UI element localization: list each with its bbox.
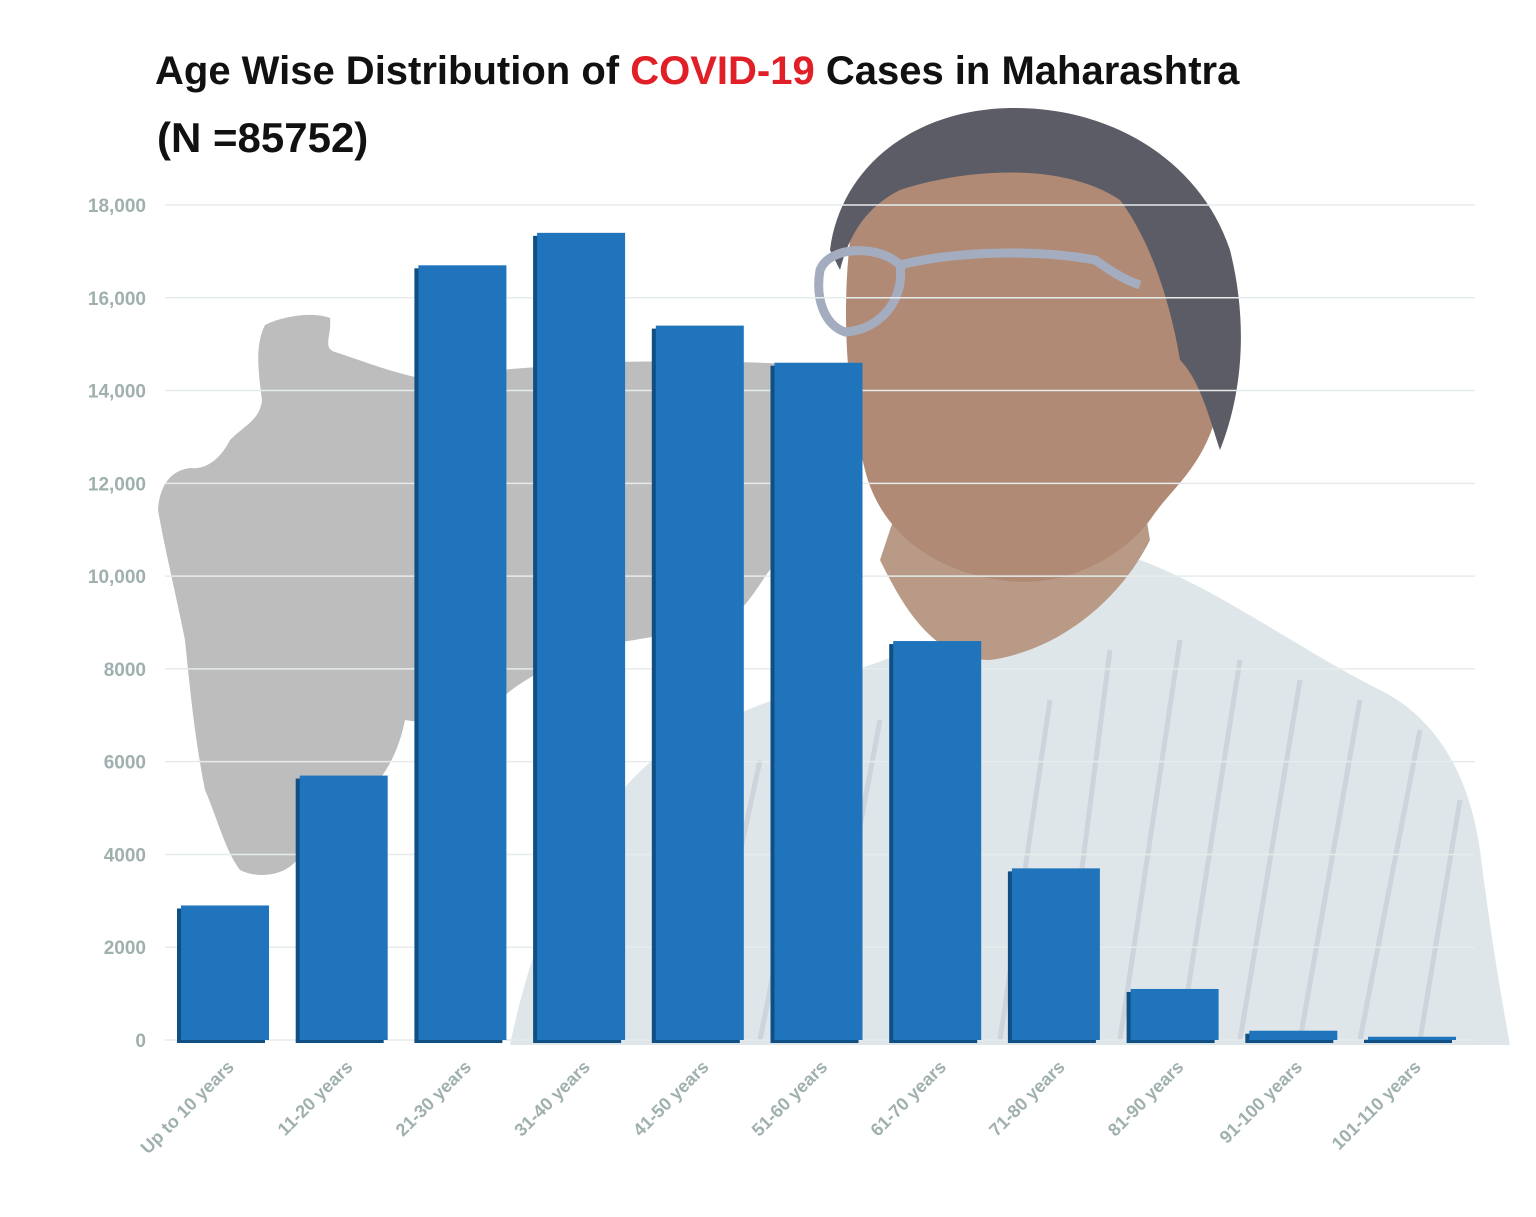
bar-shadow: [1364, 1039, 1452, 1043]
chart-title: Age Wise Distribution of COVID-19 Cases …: [155, 49, 1240, 93]
y-tick-label: 12,000: [88, 474, 146, 495]
x-tick-label: 91-100 years: [1216, 1057, 1307, 1148]
bar: [1368, 1036, 1456, 1040]
y-tick-label: 0: [135, 1031, 146, 1052]
bar: [418, 265, 507, 1040]
chart-title-part2: Cases in Maharashtra: [815, 49, 1240, 93]
x-tick-label: 81-90 years: [1104, 1057, 1188, 1141]
person-glasses-icon: [814, 246, 1142, 337]
bar: [1011, 868, 1100, 1040]
x-tick-label: 11-20 years: [274, 1057, 357, 1140]
person-hair-icon: [830, 107, 1241, 450]
y-tick-label: 6000: [104, 753, 146, 774]
person-face-icon: [845, 140, 1220, 582]
y-axis: 0 2000 4000 6000 8000 10,000 12,000 14,000 16,00…: [88, 196, 146, 1052]
y-tick-label: 8000: [104, 660, 146, 681]
y-tick-label: 14,000: [88, 382, 146, 403]
bar: [655, 325, 744, 1041]
x-tick-label: 101-110 years: [1328, 1057, 1425, 1154]
x-tick-label: 31-40 years: [510, 1057, 594, 1141]
y-tick-label: 4000: [104, 845, 146, 866]
bar: [893, 641, 982, 1040]
chart-subtitle: (N =85752): [157, 114, 368, 161]
y-tick-label: 18,000: [88, 196, 146, 217]
bar: [1130, 988, 1219, 1040]
x-axis: Up to 10 years 11-20 years 21-30 years 31-4…: [137, 1057, 1425, 1158]
bar: [299, 775, 388, 1040]
x-tick-label: 21-30 years: [392, 1057, 476, 1141]
chart-title-highlight: COVID-19: [630, 49, 815, 93]
bar: [181, 905, 269, 1040]
x-tick-label: 51-60 years: [748, 1057, 832, 1141]
bar: [537, 232, 626, 1041]
bar: [774, 362, 863, 1040]
x-tick-label: Up to 10 years: [137, 1057, 238, 1158]
x-tick-label: 41-50 years: [629, 1057, 713, 1141]
x-tick-label: 71-80 years: [985, 1057, 1069, 1141]
bar-series: [177, 232, 1456, 1044]
chart-title-part1: Age Wise Distribution of: [155, 49, 630, 93]
bar: [1249, 1030, 1338, 1040]
x-tick-label: 61-70 years: [867, 1057, 951, 1141]
y-tick-label: 2000: [104, 938, 146, 959]
y-tick-label: 10,000: [88, 567, 146, 588]
y-tick-label: 16,000: [88, 289, 146, 310]
